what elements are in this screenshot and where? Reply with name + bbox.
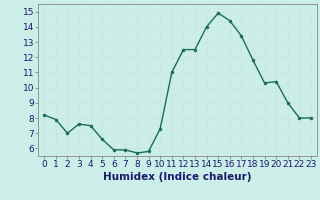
X-axis label: Humidex (Indice chaleur): Humidex (Indice chaleur) xyxy=(103,172,252,182)
